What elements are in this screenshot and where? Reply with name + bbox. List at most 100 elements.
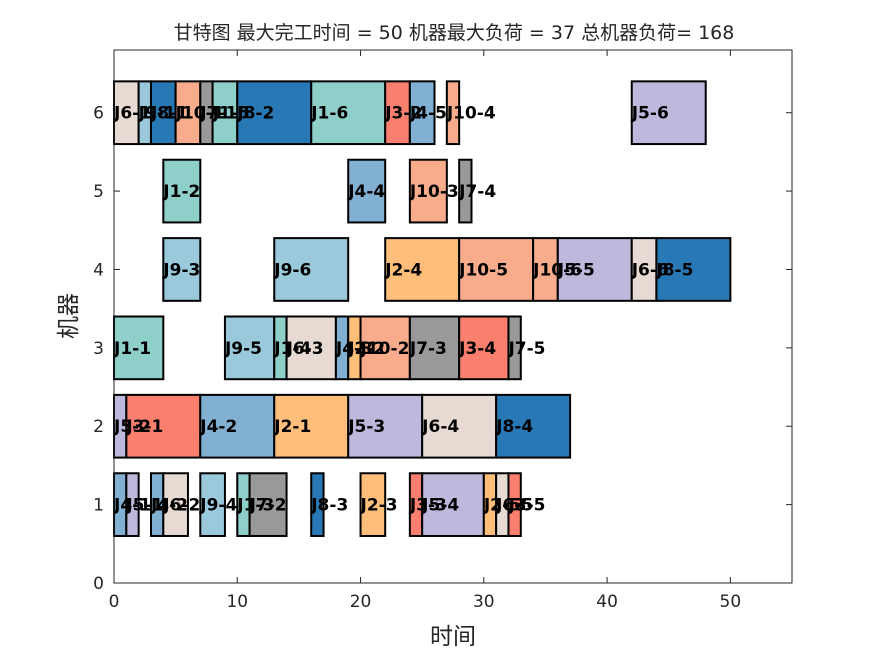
task-bar-j10-6 xyxy=(532,237,559,302)
task-label-j1-3: J1-3 xyxy=(236,496,274,516)
task-bar-j3-5 xyxy=(507,472,522,537)
task-bar-j5-1 xyxy=(125,472,140,537)
task-label-j3-3: J3-3 xyxy=(409,496,447,516)
task-label-j7-4: J7-4 xyxy=(458,182,496,202)
task-label-j6-4: J6-4 xyxy=(421,417,459,437)
task-label-j8-1: J8-1 xyxy=(150,104,188,124)
task-bar-j8-2 xyxy=(236,80,313,146)
task-label-j4-3: J4-3 xyxy=(335,339,373,359)
task-bar-j10-3 xyxy=(408,158,448,224)
task-label-j6-5: J6-5 xyxy=(495,496,533,516)
task-bar-j6-3 xyxy=(285,315,337,381)
axis-ticks: 0 10 20 30 40 50 0 1 2 3 4 5 6 xyxy=(93,50,792,612)
task-bar-j5-5 xyxy=(556,237,633,302)
task-bar-j4-4 xyxy=(347,158,387,224)
task-label-j7-5: J7-5 xyxy=(507,339,545,359)
task-label-j5-5: J5-5 xyxy=(557,260,595,280)
task-label-j1-2: J1-2 xyxy=(162,182,200,202)
task-label-j9-5: J9-5 xyxy=(224,339,262,359)
y-tick-label: 5 xyxy=(93,182,104,202)
task-bar-j6-1 xyxy=(113,80,140,146)
task-label-j7-1: J7-1 xyxy=(199,104,237,124)
task-label-j7-3: J7-3 xyxy=(409,339,447,359)
task-label-j2-5: J2-5 xyxy=(483,496,521,516)
task-labels: J4-1J5-1J4-2J6-2 J9-4 J1-3J7-2 J8-3 J2-3 J3-3… xyxy=(113,104,693,516)
x-tick-label: 50 xyxy=(720,592,742,612)
task-label-j9-1: J9-1 xyxy=(138,104,176,124)
y-axis-label: 机器 xyxy=(56,293,82,339)
task-label-j5-4: J5-4 xyxy=(421,496,459,516)
task-label-j9-4: J9-4 xyxy=(199,496,237,516)
x-tick-label: 40 xyxy=(596,592,618,612)
task-bar-j8-4 xyxy=(495,393,572,459)
task-bar-j8-3 xyxy=(310,472,325,537)
task-label-j9-6: J9-6 xyxy=(273,260,311,280)
task-bar-j1-2 xyxy=(162,158,202,224)
task-label-j5-1: J5-1 xyxy=(125,496,163,516)
task-label-j8-3: J8-3 xyxy=(310,496,348,516)
task-label-j5-2: J5-2 xyxy=(113,417,151,437)
y-tick-label: 1 xyxy=(93,496,104,516)
task-bar-j7-5 xyxy=(507,315,522,381)
task-label-j10-4: J10-4 xyxy=(446,104,496,124)
task-label-j4-1: J4-1 xyxy=(113,496,151,516)
task-label-j1-4: J1-4 xyxy=(273,339,311,359)
task-bar-j5-6 xyxy=(630,80,707,146)
task-label-j7-2: J7-2 xyxy=(249,496,287,516)
task-bar-j1-1 xyxy=(113,315,165,381)
task-bar-j7-2 xyxy=(248,472,288,537)
task-label-j3-2: J3-2 xyxy=(384,104,422,124)
task-label-j4-2: J4-2 xyxy=(150,496,188,516)
task-label-j1-1: J1-1 xyxy=(113,339,151,359)
task-label-j2-1: J2-1 xyxy=(273,417,311,437)
task-label-j9-3: J9-3 xyxy=(162,260,200,280)
task-label-j4-4: J4-4 xyxy=(347,182,385,202)
task-label-j10-3: J10-3 xyxy=(409,182,459,202)
task-bar-j8-5 xyxy=(655,237,732,302)
task-bar-j4-5 xyxy=(408,80,436,146)
chart-title: 甘特图 最大完工时间 = 50 机器最大负荷 = 37 总机器负荷= 168 xyxy=(174,22,735,44)
task-bar-j9-6 xyxy=(273,237,350,302)
task-label-j5-6: J5-6 xyxy=(631,104,669,124)
task-bar-j8-1 xyxy=(149,80,177,146)
task-label-j6-1: J6-1 xyxy=(113,104,151,124)
task-label-j10-6: J10-6 xyxy=(532,260,582,280)
task-label-j2-3: J2-3 xyxy=(360,496,398,516)
task-bar-j9-4 xyxy=(199,472,226,537)
task-bar-j2-3 xyxy=(359,472,387,537)
task-bar-j5-3 xyxy=(347,393,424,459)
task-label-j10-1: J10-1 xyxy=(175,104,225,124)
task-label-j6-6: J6-6 xyxy=(631,260,669,280)
task-bar-j10-5 xyxy=(458,237,535,302)
task-bar-j1-6 xyxy=(310,80,387,146)
task-label-j4-2: J4-2 xyxy=(199,417,237,437)
task-label-j5-3: J5-3 xyxy=(347,417,385,437)
x-axis-label: 时间 xyxy=(430,624,476,650)
x-tick-label: 30 xyxy=(473,592,495,612)
task-label-j2-4: J2-4 xyxy=(384,260,422,280)
task-label-j4-5: J4-5 xyxy=(409,104,447,124)
task-bar-j1-5 xyxy=(211,80,239,146)
task-bar-j6-2 xyxy=(162,472,189,537)
y-tick-label: 6 xyxy=(93,104,104,124)
task-label-j3-5: J3-5 xyxy=(507,496,545,516)
task-label-j1-6: J1-6 xyxy=(310,104,348,124)
plot-frame xyxy=(113,49,793,584)
task-label-j8-2: J8-2 xyxy=(236,104,274,124)
task-label-j8-4: J8-4 xyxy=(495,417,533,437)
task-bar-j4-2 xyxy=(199,393,276,459)
task-label-j10-2: J10-2 xyxy=(360,339,410,359)
y-tick-label: 2 xyxy=(93,417,104,437)
x-tick-label: 10 xyxy=(226,592,248,612)
task-bar-j10-4 xyxy=(445,80,461,146)
y-tick-label: 0 xyxy=(93,574,104,594)
task-bar-j7-4 xyxy=(458,158,473,224)
task-bar-j3-4 xyxy=(458,315,510,381)
task-bar-j9-3 xyxy=(162,237,202,302)
task-label-j3-4: J3-4 xyxy=(458,339,496,359)
x-tick-label: 0 xyxy=(109,592,120,612)
task-label-j1-5: J1-5 xyxy=(212,104,250,124)
task-bar-j3-2 xyxy=(384,80,411,146)
task-label-j3-1: J3-1 xyxy=(125,417,163,437)
